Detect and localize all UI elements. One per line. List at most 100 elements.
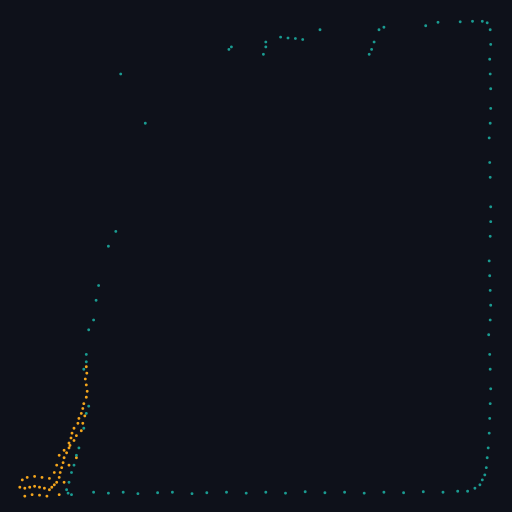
data-point	[82, 402, 86, 405]
data-point	[81, 407, 85, 410]
data-point	[372, 40, 376, 44]
data-point	[114, 230, 118, 233]
data-point	[303, 490, 307, 494]
data-point	[424, 24, 428, 28]
data-point	[402, 491, 405, 495]
data-point	[466, 489, 469, 493]
data-point	[85, 389, 89, 393]
data-point	[227, 48, 231, 51]
data-point	[84, 365, 88, 369]
data-point	[67, 441, 71, 445]
data-point	[65, 451, 68, 455]
data-point	[471, 19, 474, 23]
data-point	[70, 431, 74, 435]
data-point	[478, 483, 482, 487]
data-point	[48, 488, 51, 492]
data-point	[83, 414, 87, 418]
data-point	[55, 463, 59, 467]
series-1	[18, 365, 89, 498]
data-point	[30, 493, 34, 496]
data-point	[436, 20, 440, 24]
data-point	[25, 476, 29, 479]
data-point	[43, 486, 46, 490]
data-point	[87, 404, 91, 408]
data-point	[488, 417, 492, 420]
data-point	[57, 493, 61, 496]
data-point	[456, 489, 460, 493]
data-point	[485, 21, 489, 25]
data-point	[483, 473, 487, 477]
data-point	[97, 284, 100, 287]
data-point	[62, 448, 66, 452]
data-point	[58, 471, 62, 474]
data-point	[52, 483, 56, 487]
data-point	[61, 461, 65, 464]
data-point	[489, 387, 493, 391]
data-point	[171, 490, 174, 494]
data-point	[486, 446, 490, 450]
data-point	[40, 476, 44, 479]
data-point	[82, 426, 86, 430]
data-point	[60, 466, 64, 469]
data-point	[84, 383, 88, 387]
data-point	[67, 480, 71, 484]
data-point	[488, 274, 492, 278]
data-point	[489, 205, 493, 209]
data-point	[107, 244, 110, 248]
data-point	[489, 303, 493, 307]
data-point	[82, 367, 86, 371]
data-point	[225, 490, 228, 494]
data-point	[143, 121, 147, 125]
data-point	[264, 40, 268, 44]
data-point	[70, 471, 73, 474]
data-point	[23, 486, 27, 490]
data-point	[488, 402, 492, 405]
data-point	[55, 480, 59, 484]
data-point	[488, 175, 492, 179]
data-point	[367, 52, 371, 56]
data-point	[473, 486, 477, 490]
data-point	[480, 478, 484, 482]
data-point	[264, 45, 268, 49]
data-point	[301, 38, 305, 41]
data-point	[121, 490, 125, 494]
data-point	[488, 72, 492, 76]
data-point	[38, 485, 41, 489]
data-point	[489, 87, 493, 91]
data-point	[488, 161, 492, 164]
data-point	[67, 463, 71, 467]
data-point	[50, 485, 54, 489]
data-point	[318, 28, 322, 32]
data-point	[377, 28, 381, 32]
data-point	[488, 318, 492, 322]
data-point	[488, 289, 492, 292]
data-point	[72, 426, 76, 430]
data-point	[81, 421, 85, 425]
data-point	[488, 367, 492, 371]
data-point	[85, 371, 89, 375]
data-point	[94, 298, 98, 302]
data-point	[28, 485, 32, 489]
data-point	[489, 107, 493, 110]
data-point	[79, 412, 83, 415]
data-point	[57, 453, 61, 457]
data-point	[487, 259, 491, 263]
data-point	[79, 429, 83, 433]
data-point	[487, 431, 491, 435]
data-point	[487, 136, 491, 140]
series-2	[65, 19, 493, 496]
data-point	[279, 35, 282, 39]
data-point	[84, 395, 88, 399]
data-point	[62, 456, 66, 460]
data-point	[343, 490, 346, 494]
data-point	[18, 485, 22, 489]
data-point	[323, 491, 327, 495]
data-point	[84, 353, 88, 356]
data-point	[75, 456, 78, 460]
data-point	[45, 494, 49, 498]
data-point	[75, 434, 78, 437]
data-point	[421, 490, 425, 494]
data-point	[284, 491, 287, 495]
data-point	[489, 220, 493, 224]
